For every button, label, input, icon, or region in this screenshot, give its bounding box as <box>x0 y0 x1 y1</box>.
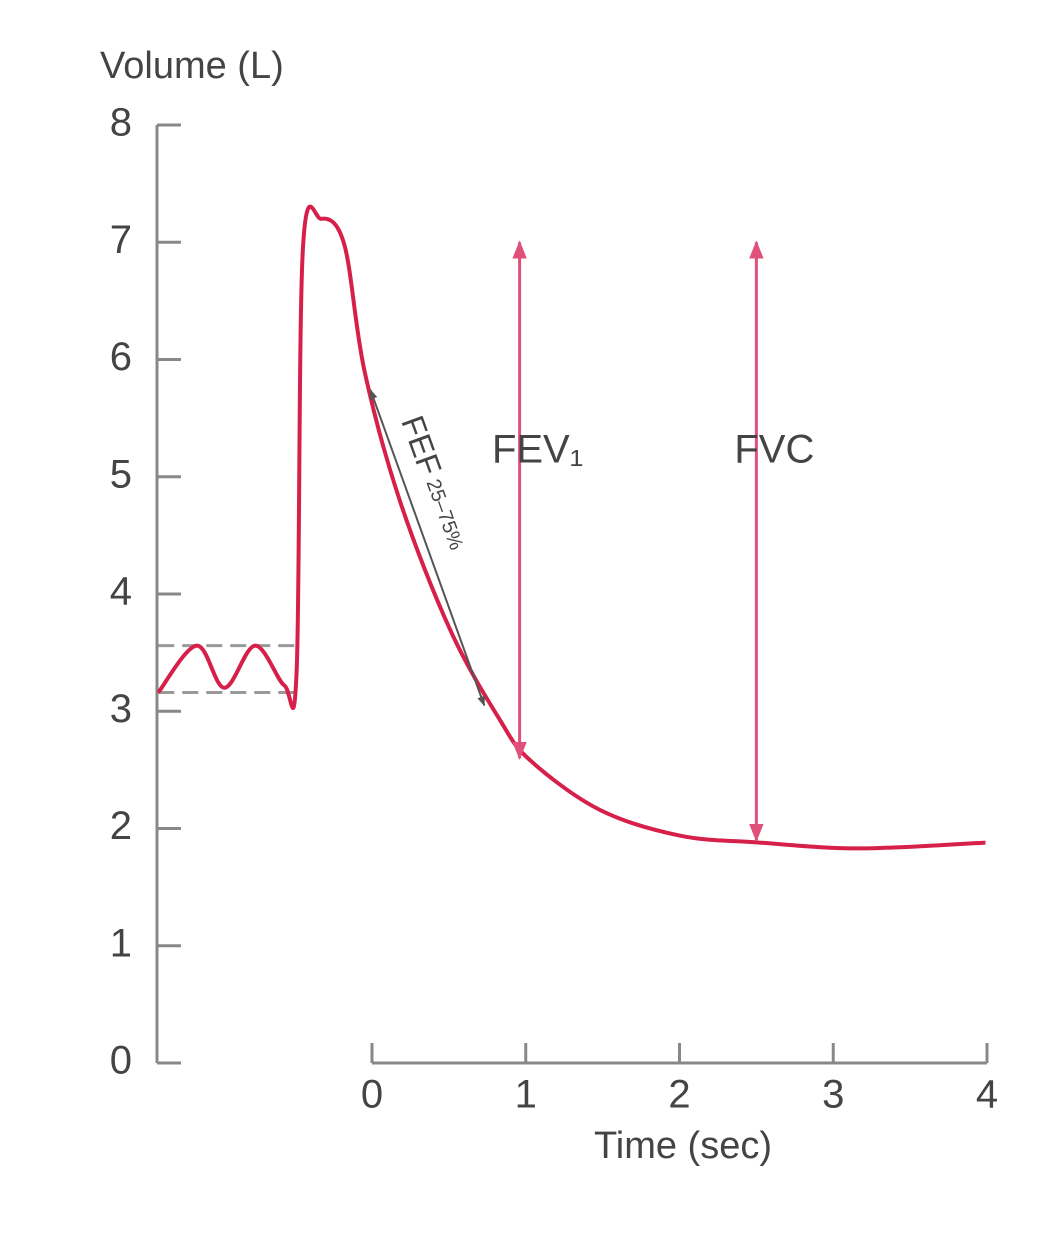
y-tick-label: 6 <box>110 335 132 379</box>
y-tick-label: 5 <box>110 452 132 496</box>
y-tick-label: 1 <box>110 921 132 965</box>
x-tick-label: 2 <box>668 1073 690 1117</box>
y-tick-label: 0 <box>110 1039 132 1083</box>
y-tick-label: 8 <box>110 101 132 145</box>
x-axis-label: Time (sec) <box>594 1125 772 1167</box>
volume-curve <box>156 204 986 851</box>
y-tick-label: 3 <box>110 687 132 731</box>
fef-text: FEF <box>394 411 448 480</box>
y-tick-label: 7 <box>110 218 132 262</box>
x-tick-label: 0 <box>361 1073 383 1117</box>
y-tick-label: 2 <box>110 804 132 848</box>
x-tick-label: 3 <box>822 1073 844 1117</box>
annotation-label: FEV₁ <box>492 428 583 472</box>
annotation-label: FVC <box>734 428 814 472</box>
fef-subtext: 25–75% <box>421 477 467 554</box>
y-axis-label: Volume (L) <box>100 45 284 87</box>
x-tick-label: 1 <box>515 1073 537 1117</box>
y-tick-label: 4 <box>110 570 132 614</box>
fef-label: FEF25–75% <box>394 411 475 555</box>
x-tick-label: 4 <box>976 1073 998 1117</box>
fef-line <box>369 389 486 707</box>
